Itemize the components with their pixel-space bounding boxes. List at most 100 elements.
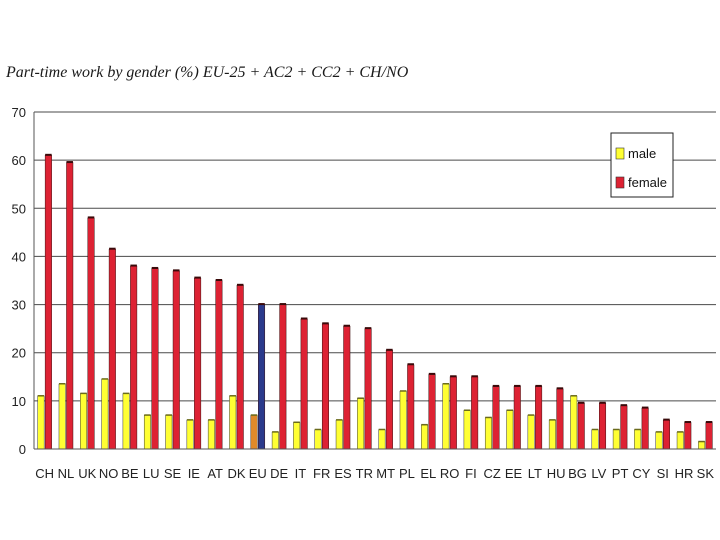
y-tick-label: 40: [12, 249, 26, 264]
bar-male-cap: [186, 419, 194, 421]
legend-swatch-male: [615, 147, 625, 160]
legend: male female: [610, 132, 674, 198]
bar-female-cap: [620, 404, 628, 407]
bar-male-cap: [463, 409, 471, 411]
bar-female-el: [428, 374, 436, 450]
bar-male-uk: [80, 393, 88, 450]
y-tick-label: 0: [19, 442, 26, 457]
bar-female-tr: [364, 328, 372, 450]
y-tick-label: 70: [12, 105, 26, 120]
bar-female-cap: [173, 269, 180, 272]
bar-male-cap: [272, 431, 279, 433]
x-tick-label: PT: [612, 466, 629, 481]
bar-female-cap: [407, 363, 414, 366]
bar-female-cap: [364, 327, 372, 330]
bar-female-se: [172, 270, 180, 450]
bar-female-cz: [492, 386, 500, 450]
bar-female-cap: [577, 401, 585, 404]
bar-male-no: [101, 378, 109, 450]
bar-female-ee: [513, 386, 521, 450]
x-tick-label: UK: [78, 466, 96, 481]
bar-male-cap: [485, 416, 492, 419]
bar-male-ee: [506, 410, 514, 450]
x-tick-label: FR: [313, 466, 330, 481]
bar-male-cap: [80, 392, 87, 395]
bar-female-sk: [705, 422, 713, 450]
bar-female-ie: [194, 277, 202, 450]
x-tick-label: SI: [657, 466, 669, 481]
bar-male-cap: [314, 428, 322, 431]
bar-female-cap: [194, 276, 201, 279]
x-tick-label: LT: [528, 466, 542, 481]
bar-female-at: [215, 280, 223, 450]
bar-female-lu: [151, 268, 159, 450]
x-tick-label: RO: [440, 466, 460, 481]
bar-male-cap: [229, 395, 236, 397]
bar-male-cap: [442, 383, 450, 385]
bar-male-pt: [612, 429, 620, 450]
bar-female-hu: [556, 388, 564, 450]
bar-male-it: [293, 422, 301, 450]
y-tick-label: 50: [12, 201, 26, 216]
bars: [37, 153, 713, 450]
legend-label-male: male: [628, 146, 656, 161]
bar-male-be: [122, 393, 130, 450]
x-tick-label: DE: [270, 466, 288, 481]
bar-male-fi: [463, 410, 471, 450]
x-tick-label: TR: [356, 466, 373, 481]
bar-female-bg: [577, 403, 585, 450]
bar-male-de: [271, 431, 279, 450]
bar-male-cap: [208, 419, 215, 421]
bar-male-cap: [144, 414, 151, 416]
x-tick-label: CH: [35, 466, 54, 481]
x-tick-label: EL: [420, 466, 436, 481]
x-tick-label: IT: [295, 466, 307, 481]
bar-female-be: [130, 265, 138, 450]
bar-female-cap: [556, 387, 564, 390]
x-tick-label: NL: [58, 466, 75, 481]
bar-female-pl: [407, 364, 415, 450]
chart-title: Part-time work by gender (%) EU-25 + AC2…: [6, 64, 409, 81]
bar-male-cap: [378, 428, 386, 431]
bar-female-si: [662, 419, 670, 450]
bar-male-cap: [527, 414, 535, 416]
bar-female-de: [279, 304, 287, 450]
x-tick-label: CZ: [484, 466, 501, 481]
bar-male-cap: [698, 440, 705, 443]
y-axis-ticks: 0 10 20 30 40 50 60 70: [12, 105, 26, 457]
bar-female-cap: [151, 266, 159, 269]
bar-female-cap: [322, 322, 329, 325]
bar-female-cap: [386, 348, 393, 351]
bar-female-cap: [66, 161, 73, 164]
bar-male-hr: [676, 431, 684, 450]
bar-male-at: [207, 419, 215, 450]
bar-male-mt: [378, 429, 386, 450]
x-tick-label: PL: [399, 466, 415, 481]
bar-female-cy: [641, 407, 649, 450]
bar-female-cap: [130, 264, 137, 267]
bar-female-es: [343, 325, 351, 450]
bar-female-cap: [45, 153, 52, 156]
bar-female-cap: [705, 421, 713, 424]
bar-male-cap: [634, 428, 641, 431]
x-tick-label: FI: [465, 466, 477, 481]
x-tick-label: LU: [143, 466, 160, 481]
bar-male-cz: [484, 417, 492, 450]
bar-male-tr: [357, 398, 365, 450]
bar-female-cap: [663, 418, 670, 421]
bar-male-fr: [314, 429, 322, 450]
bar-male-cap: [250, 414, 258, 416]
bar-female-cap: [684, 421, 692, 424]
bar-male-cap: [336, 419, 343, 421]
legend-label-female: female: [628, 175, 667, 190]
bar-female-eu: [258, 304, 266, 450]
bar-male-el: [421, 424, 429, 450]
bar-male-cap: [165, 414, 173, 416]
x-tick-label: HR: [675, 466, 694, 481]
bar-male-cap: [677, 431, 684, 433]
bar-male-cap: [37, 395, 45, 397]
bar-male-lv: [591, 429, 599, 450]
x-tick-label: MT: [376, 466, 395, 481]
x-tick-label: SK: [697, 466, 715, 481]
bar-female-cap: [109, 247, 116, 250]
